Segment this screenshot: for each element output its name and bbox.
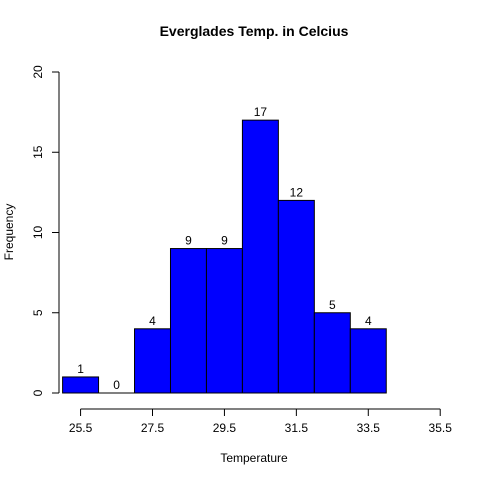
x-tick-label: 33.5 — [357, 421, 381, 435]
y-tick-label: 20 — [31, 65, 45, 79]
bar-value-label: 0 — [113, 378, 120, 392]
x-axis-label: Temperature — [220, 451, 288, 465]
x-tick-label: 35.5 — [429, 421, 453, 435]
bar-value-label: 9 — [221, 234, 228, 248]
x-tick-label: 29.5 — [213, 421, 237, 435]
y-tick-label: 15 — [31, 145, 45, 159]
x-tick-label: 27.5 — [141, 421, 165, 435]
bar-value-label: 4 — [365, 314, 372, 328]
y-tick-label: 10 — [31, 226, 45, 240]
bar-labels-group: 1 0 4 9 9 17 12 5 4 — [77, 105, 372, 392]
bar-value-label: 12 — [290, 185, 304, 199]
histogram-bar — [313, 312, 351, 394]
histogram-bar — [62, 376, 100, 394]
bar-value-label: 5 — [329, 298, 336, 312]
y-axis: 0 5 10 15 20 — [31, 65, 60, 396]
histogram-bar — [241, 119, 279, 394]
bar-value-label: 4 — [149, 314, 156, 328]
x-tick-label: 31.5 — [285, 421, 309, 435]
y-tick-label: 5 — [31, 309, 45, 316]
y-tick-label: 0 — [31, 389, 45, 396]
histogram-bar — [277, 199, 315, 394]
histogram-bar — [205, 248, 243, 394]
x-tick-label: 25.5 — [69, 421, 93, 435]
bar-value-label: 9 — [185, 234, 192, 248]
y-axis-label: Frequency — [2, 204, 16, 261]
bar-value-label: 1 — [77, 362, 84, 376]
x-axis: 25.5 27.5 29.5 31.5 33.5 35.5 — [69, 408, 453, 435]
bars-group — [62, 119, 387, 394]
histogram-bar — [169, 248, 207, 394]
histogram-bar — [349, 328, 387, 394]
bar-value-label: 17 — [254, 105, 268, 119]
chart-title: Everglades Temp. in Celcius — [160, 23, 349, 39]
histogram-bar — [134, 328, 171, 394]
